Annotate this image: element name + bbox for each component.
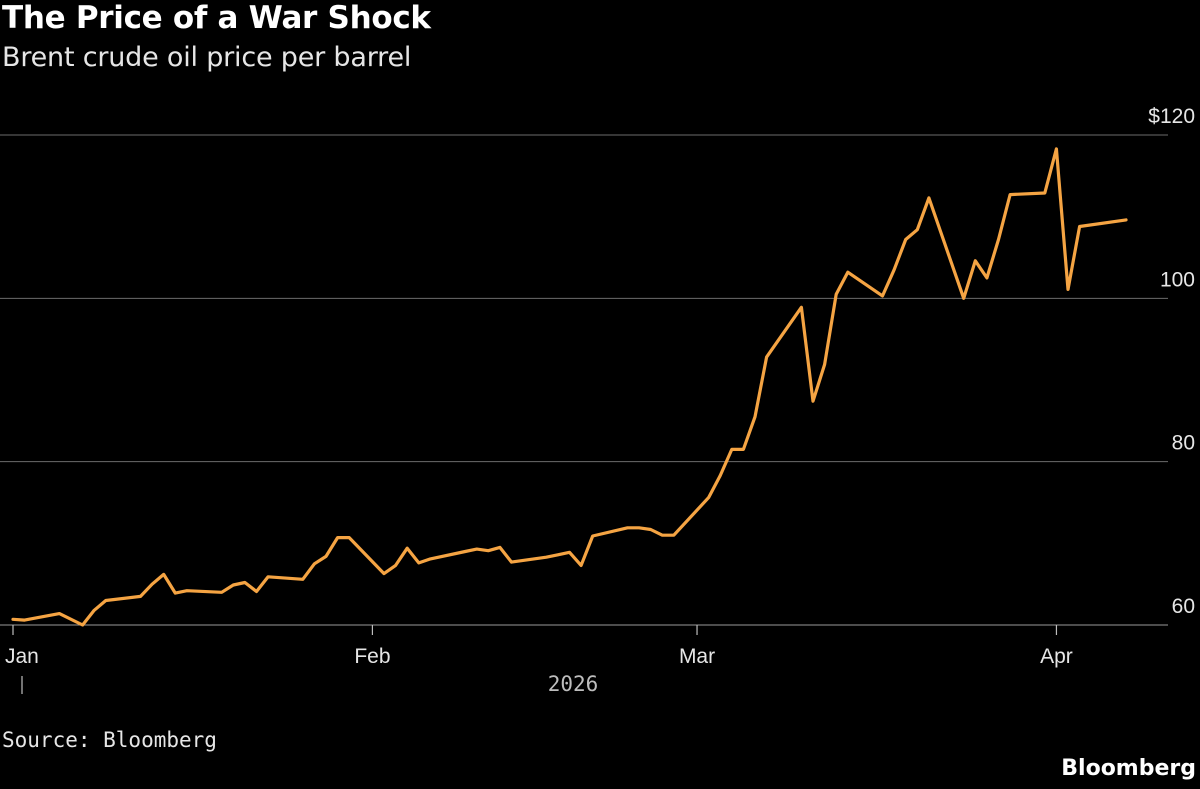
data-series [11, 147, 1128, 627]
year-label: 2026 [548, 672, 599, 696]
y-tick-label: $120 [1148, 105, 1195, 128]
y-axis-labels: 60 80 100 $120 [1148, 105, 1195, 618]
y-tick-label: 100 [1160, 268, 1195, 291]
gridlines [0, 134, 1168, 626]
y-tick-label: 60 [1172, 595, 1195, 618]
series-line-brent [11, 147, 1128, 627]
chart-subtitle: Brent crude oil price per barrel [2, 42, 412, 73]
x-tick-label: Feb [354, 645, 390, 668]
x-tick-label: Jan [5, 645, 39, 668]
bloomberg-logo: Bloomberg [1061, 756, 1196, 781]
y-tick-label: 80 [1172, 432, 1195, 455]
x-axis: Jan Feb Mar Apr 2026 [5, 625, 1073, 696]
x-tick-label: Apr [1040, 645, 1073, 668]
source-note: Source: Bloomberg [2, 728, 217, 752]
chart-title: The Price of a War Shock [2, 0, 431, 36]
x-tick-label: Mar [679, 645, 715, 668]
